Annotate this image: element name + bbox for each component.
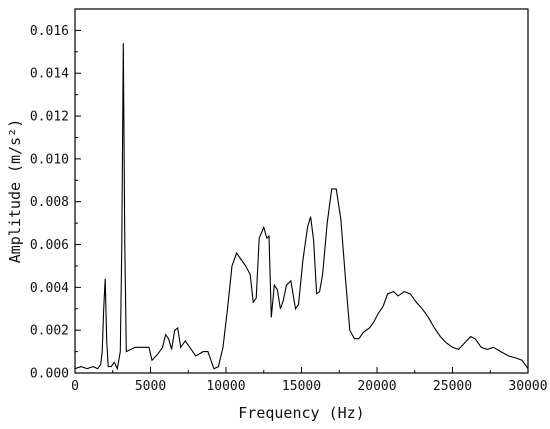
x-axis-label: Frequency (Hz): [238, 404, 364, 422]
y-tick-label: 0.008: [30, 195, 69, 210]
y-tick-label: 0.000: [30, 367, 69, 382]
y-tick-label: 0.010: [30, 152, 69, 167]
y-tick-label: 0.014: [30, 67, 69, 82]
x-tick-label: 30000: [508, 379, 547, 394]
x-tick-label: 5000: [135, 379, 166, 394]
x-tick-label: 0: [71, 379, 79, 394]
y-tick-label: 0.012: [30, 110, 69, 125]
y-tick-label: 0.006: [30, 238, 69, 253]
y-tick-label: 0.004: [30, 281, 69, 296]
x-tick-label: 10000: [206, 379, 245, 394]
y-axis-ticks: 0.000 0.002 0.004 0.006 0.008 0.010 0.012 0.014…: [30, 8, 81, 382]
x-tick-label: 20000: [357, 379, 396, 394]
x-tick-label: 25000: [433, 379, 472, 394]
y-tick-label: 0.016: [30, 24, 69, 39]
y-tick-label: 0.002: [30, 324, 69, 339]
y-axis-label: Amplitude (m/s²): [6, 119, 24, 264]
x-axis-ticks: 0 5000 10000 15000 20000 25000 30000: [71, 367, 548, 394]
x-tick-label: 15000: [282, 379, 321, 394]
series-line-amplitude: [74, 43, 529, 371]
plot-area-frame: [74, 8, 529, 374]
